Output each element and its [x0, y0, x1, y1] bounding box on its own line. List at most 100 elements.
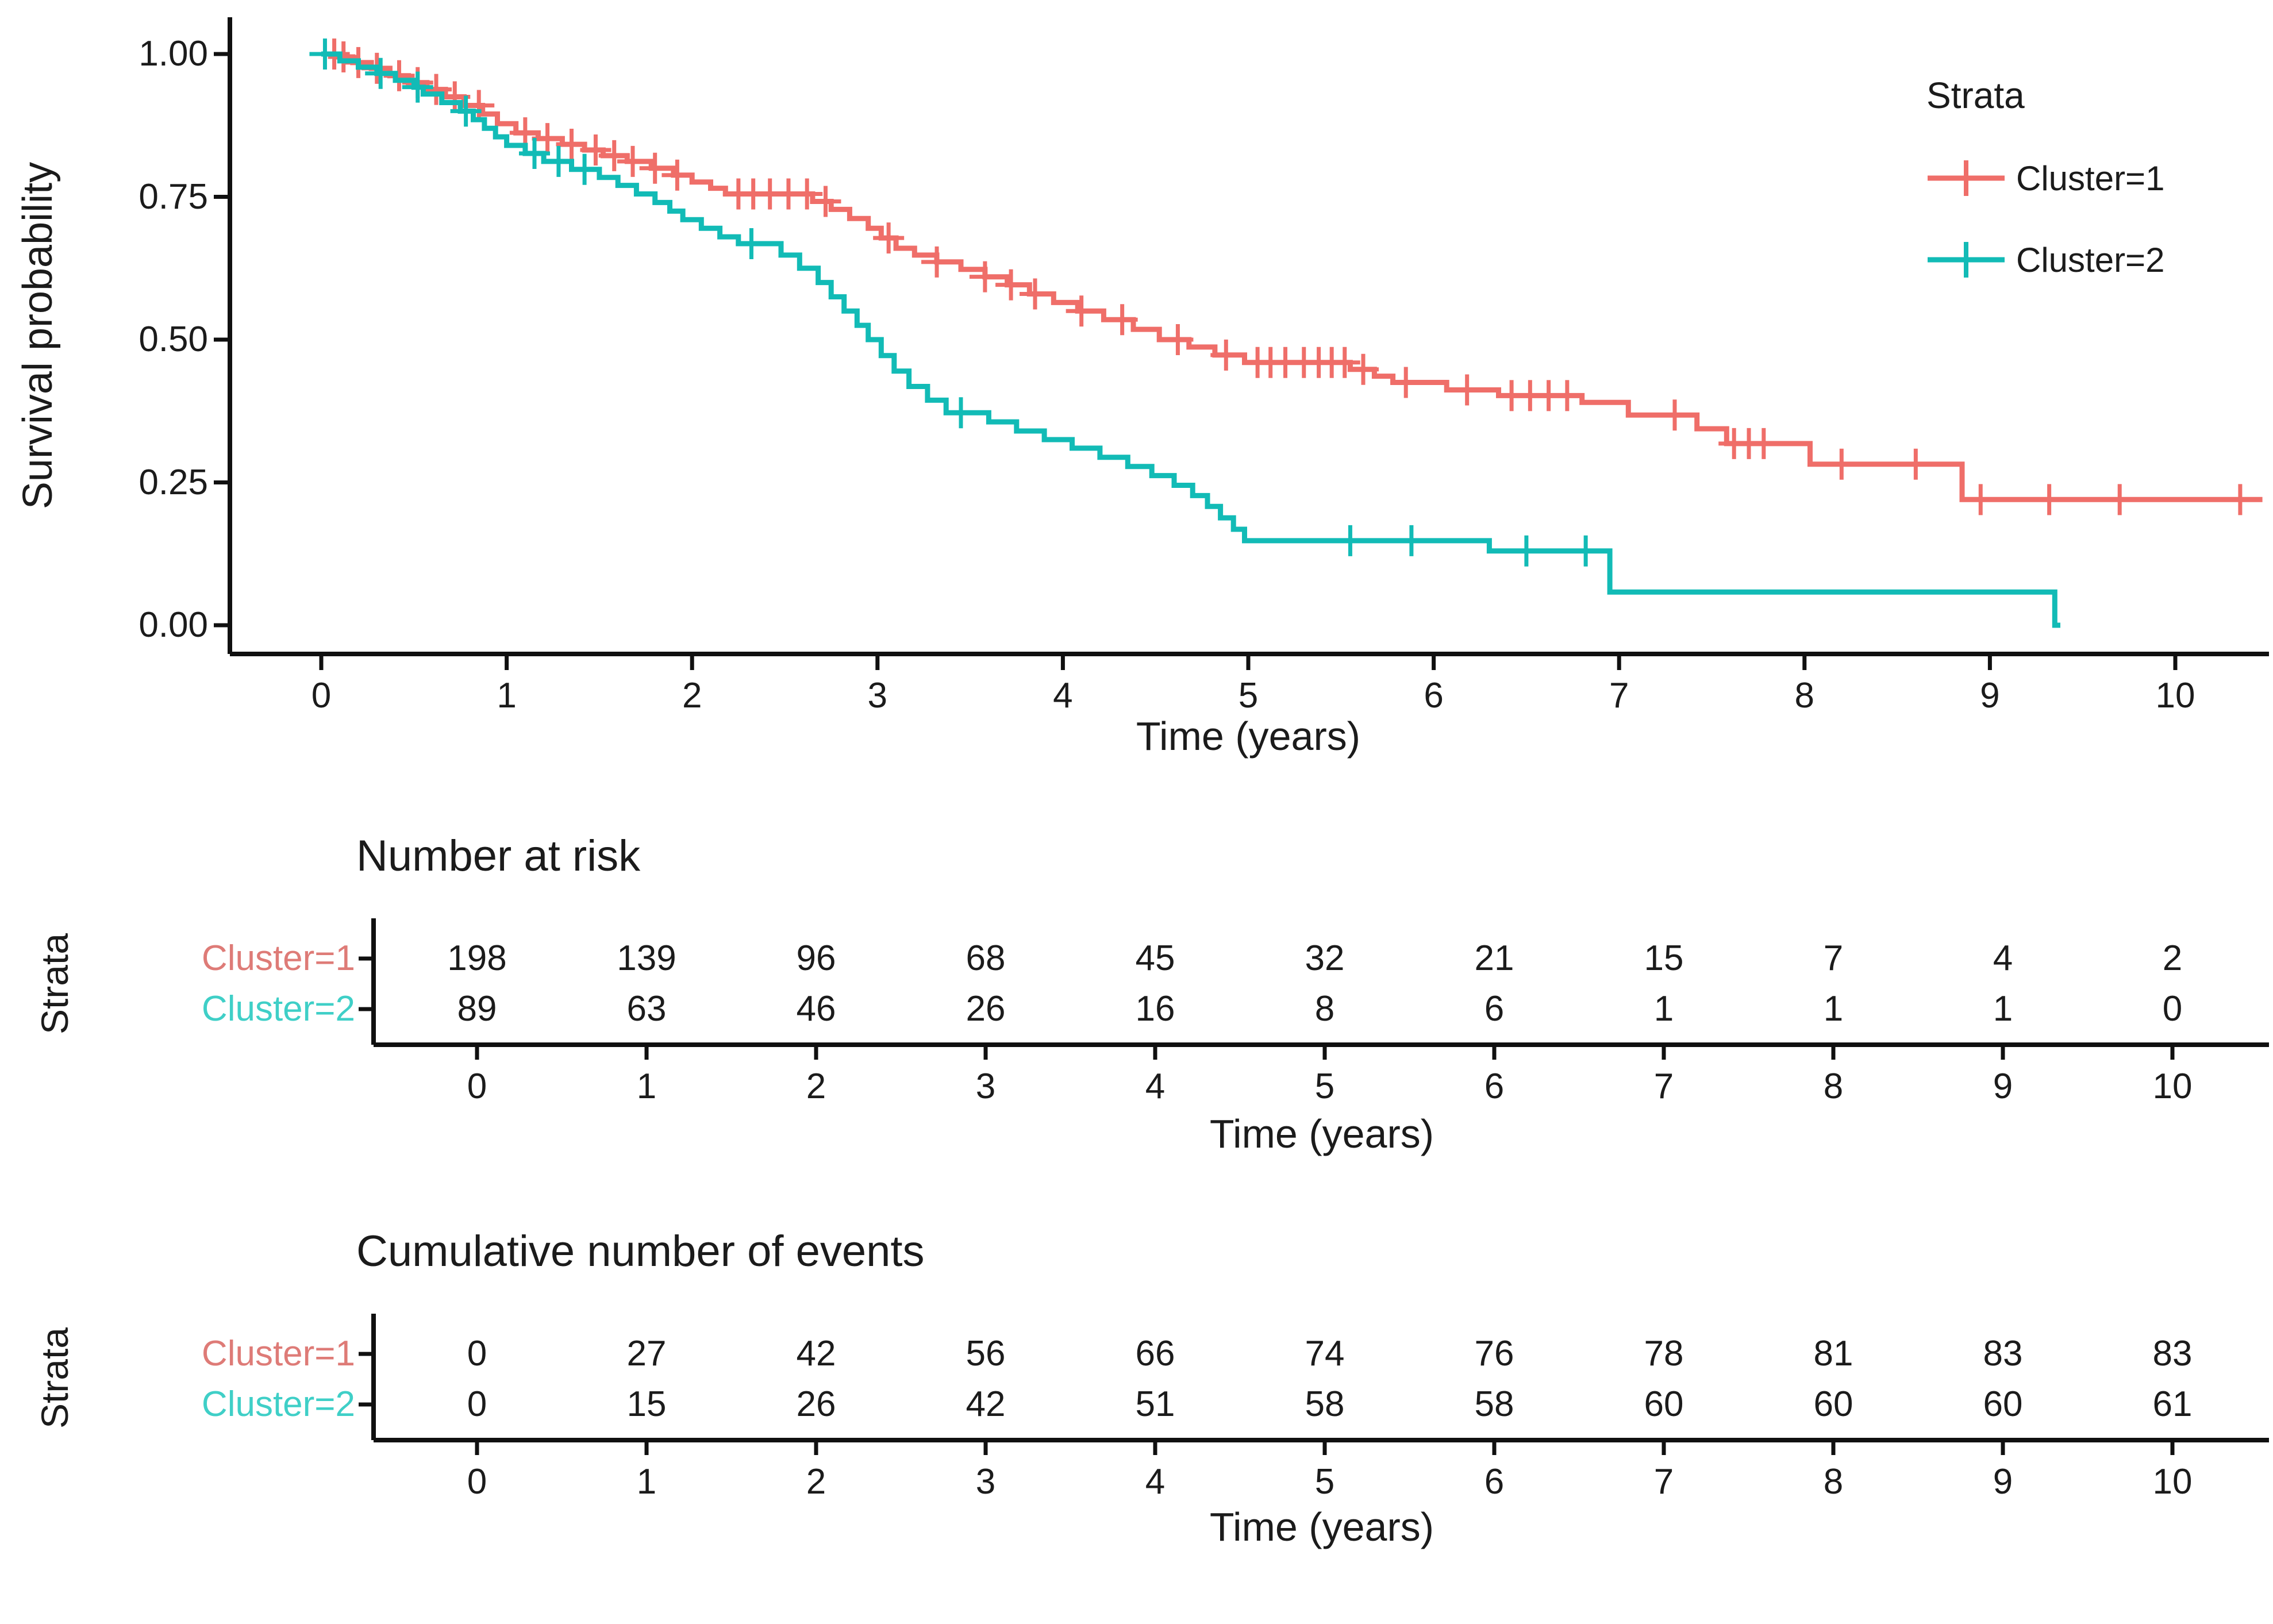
- table-x-tick-label: 10: [2152, 1462, 2193, 1502]
- x-tick-label: 8: [1794, 676, 1815, 715]
- table-x-tick-label: 8: [1823, 1067, 1844, 1106]
- table-cell: 1: [1653, 989, 1674, 1029]
- table-cell: 7: [1823, 938, 1844, 978]
- x-tick-label: 3: [867, 676, 888, 715]
- table-x-tick-label: 1: [636, 1067, 657, 1106]
- table-cell: 78: [1644, 1334, 1684, 1373]
- table-cell: 1: [1993, 989, 2013, 1029]
- table-x-tick-label: 5: [1314, 1462, 1335, 1502]
- table-cell: 46: [796, 989, 836, 1029]
- table-x-tick-label: 3: [975, 1462, 996, 1502]
- table-cell: 60: [1813, 1384, 1853, 1424]
- table-cell: 81: [1813, 1334, 1853, 1373]
- survival-curve-cluster1: [321, 51, 2263, 502]
- table-x-tick-label: 9: [1993, 1462, 2013, 1502]
- table-cell: 139: [617, 938, 676, 978]
- table-cell: 4: [1993, 938, 2013, 978]
- table-cell: 42: [796, 1334, 836, 1373]
- table-x-tick-label: 9: [1993, 1067, 2013, 1106]
- x-tick-label: 5: [1238, 676, 1259, 715]
- table-cell: 66: [1135, 1334, 1175, 1373]
- y-tick-label: 0.00: [139, 605, 208, 645]
- table-cell: 15: [626, 1384, 667, 1424]
- risk-table-title: Number at risk: [356, 832, 641, 880]
- table-cell: 96: [796, 938, 836, 978]
- table-cell: 56: [966, 1334, 1006, 1373]
- x-tick-label: 6: [1424, 676, 1444, 715]
- table-x-tick-label: 10: [2152, 1067, 2193, 1106]
- table-cell: 26: [966, 989, 1006, 1029]
- table-x-tick-label: 3: [975, 1067, 996, 1106]
- table-x-tick-label: 7: [1653, 1067, 1674, 1106]
- table-cell: 42: [966, 1384, 1006, 1424]
- table-x-tick-label: 1: [636, 1462, 657, 1502]
- table-x-tick-label: 5: [1314, 1067, 1335, 1106]
- table-cell: 198: [447, 938, 507, 978]
- x-tick-label: 1: [497, 676, 517, 715]
- table-x-tick-label: 0: [467, 1067, 487, 1106]
- events-table-strata-title: Strata: [33, 1327, 76, 1429]
- table-cell: 8: [1314, 989, 1335, 1029]
- table-x-tick-label: 2: [806, 1462, 826, 1502]
- x-tick-label: 7: [1609, 676, 1629, 715]
- y-tick-label: 0.75: [139, 176, 208, 217]
- x-tick-label: 0: [311, 676, 332, 715]
- table-cell: 26: [796, 1384, 836, 1424]
- table-cell: 83: [1983, 1334, 2023, 1373]
- table-cell: 60: [1983, 1384, 2023, 1424]
- table-cell: 27: [626, 1334, 667, 1373]
- legend-label-cluster2: Cluster=2: [2016, 241, 2165, 279]
- table-row-label: Cluster=1: [201, 1334, 355, 1373]
- risk-table-x-title: Time (years): [1209, 1111, 1434, 1156]
- table-x-tick-label: 6: [1484, 1462, 1505, 1502]
- table-row-label: Cluster=2: [201, 1384, 355, 1424]
- x-tick-label: 10: [2155, 676, 2195, 715]
- legend-label-cluster1: Cluster=1: [2016, 159, 2165, 198]
- table-cell: 58: [1474, 1384, 1514, 1424]
- survival-curve-cluster2: [321, 51, 2060, 628]
- table-cell: 89: [457, 989, 497, 1029]
- table-row-label: Cluster=1: [201, 938, 355, 978]
- table-x-tick-label: 0: [467, 1462, 487, 1502]
- table-cell: 15: [1644, 938, 1684, 978]
- table-cell: 60: [1644, 1384, 1684, 1424]
- table-cell: 63: [626, 989, 667, 1029]
- y-tick-label: 1.00: [139, 34, 208, 74]
- table-cell: 51: [1135, 1384, 1175, 1424]
- table-x-tick-label: 4: [1145, 1462, 1166, 1502]
- table-cell: 21: [1474, 938, 1514, 978]
- table-x-tick-label: 4: [1145, 1067, 1166, 1106]
- y-tick-label: 0.50: [139, 320, 208, 359]
- table-cell: 45: [1135, 938, 1175, 978]
- table-cell: 1: [1823, 989, 1844, 1029]
- table-x-tick-label: 8: [1823, 1462, 1844, 1502]
- x-tick-label: 2: [682, 676, 702, 715]
- table-cell: 0: [467, 1384, 487, 1424]
- table-cell: 68: [966, 938, 1006, 978]
- table-cell: 0: [467, 1334, 487, 1373]
- table-row-label: Cluster=2: [201, 989, 355, 1029]
- table-cell: 2: [2162, 938, 2183, 978]
- table-cell: 61: [2152, 1384, 2193, 1424]
- table-cell: 74: [1305, 1334, 1345, 1373]
- risk-table-strata-title: Strata: [33, 933, 76, 1035]
- events-table-title: Cumulative number of events: [356, 1227, 925, 1276]
- table-cell: 6: [1484, 989, 1505, 1029]
- table-x-tick-label: 7: [1653, 1462, 1674, 1502]
- y-axis-title: Survival probability: [15, 161, 61, 510]
- table-cell: 58: [1305, 1384, 1345, 1424]
- x-tick-label: 9: [1980, 676, 2000, 715]
- x-axis-title-main: Time (years): [1136, 714, 1361, 759]
- x-tick-label: 4: [1053, 676, 1073, 715]
- table-cell: 32: [1305, 938, 1345, 978]
- events-table-x-title: Time (years): [1209, 1504, 1434, 1549]
- table-x-tick-label: 2: [806, 1067, 826, 1106]
- legend-title: Strata: [1926, 75, 2025, 116]
- y-tick-label: 0.25: [139, 462, 208, 502]
- table-cell: 0: [2162, 989, 2183, 1029]
- table-cell: 83: [2152, 1334, 2193, 1373]
- table-cell: 76: [1474, 1334, 1514, 1373]
